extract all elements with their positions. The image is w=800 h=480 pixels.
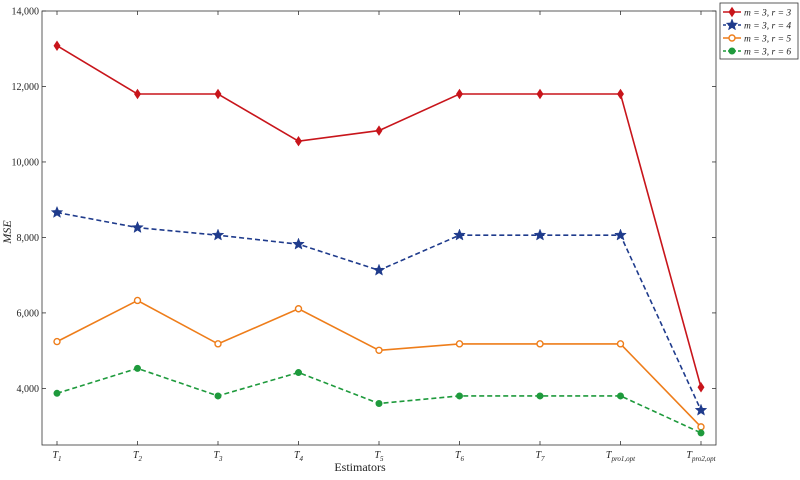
- data-point: [134, 88, 141, 100]
- data-point: [295, 369, 302, 377]
- data-point: [294, 305, 303, 313]
- x-axis-label: Estimators: [334, 460, 386, 474]
- x-tick-label: T5: [374, 450, 384, 463]
- series-line: [56, 211, 702, 411]
- data-point: [456, 392, 463, 400]
- data-point: [728, 47, 736, 55]
- data-point: [617, 88, 624, 100]
- x-tick-label: T4: [294, 450, 304, 463]
- data-point: [375, 399, 383, 407]
- data-point: [533, 228, 547, 241]
- y-tick-label: 4,000: [17, 384, 40, 395]
- legend-entry: m = 3, r = 3: [723, 6, 791, 19]
- x-tick-label: T7: [535, 450, 545, 463]
- x-tick-label: Tpro2,opt: [686, 450, 716, 463]
- data-point: [453, 228, 466, 241]
- legend-entry: m = 3, r = 6: [723, 47, 791, 58]
- y-tick-label: 6,000: [17, 308, 40, 319]
- data-point: [53, 337, 61, 346]
- legend: m = 3, r = 3 m = 3, r = 4 m = 3, r = 5 m = …: [719, 2, 799, 60]
- data-point: [728, 6, 736, 18]
- y-tick-label: 8,000: [17, 233, 40, 244]
- legend-label: m = 3, r = 4: [744, 22, 791, 32]
- y-tick-label: 10,000: [12, 157, 40, 168]
- x-tick-label: T1: [52, 450, 61, 463]
- legend-label: m = 3, r = 3: [744, 9, 791, 19]
- data-point: [292, 237, 305, 250]
- x-tick-label: T3: [213, 450, 223, 463]
- series-layer: [50, 40, 708, 437]
- data-point: [214, 88, 222, 100]
- x-tick-label: Tpro1,opt: [606, 450, 636, 463]
- data-point: [53, 389, 61, 397]
- data-point: [694, 403, 708, 416]
- legend-label: m = 3, r = 5: [744, 35, 791, 45]
- x-tick-label: T2: [133, 450, 143, 463]
- y-tick-label: 12,000: [12, 82, 40, 93]
- series-1: [53, 40, 705, 393]
- legend-label: m = 3, r = 6: [744, 48, 791, 58]
- data-point: [134, 364, 141, 372]
- data-point: [697, 423, 705, 431]
- data-point: [375, 346, 383, 354]
- plot-frame: [41, 10, 717, 446]
- legend-entry: m = 3, r = 4: [723, 18, 791, 32]
- y-tick-label: 14,000: [12, 7, 40, 18]
- series-line: [56, 299, 702, 428]
- data-point: [536, 88, 544, 100]
- data-point: [456, 88, 463, 100]
- axes: 4,000 6,000 8,000 10,000 12,000 14,000 T1 T2 T3 T…: [12, 7, 717, 464]
- data-point: [295, 135, 302, 147]
- data-point: [131, 220, 144, 234]
- data-point: [214, 340, 222, 348]
- series-line: [56, 45, 702, 388]
- data-point: [614, 228, 627, 241]
- data-point: [133, 296, 142, 305]
- legend-entry: m = 3, r = 5: [723, 34, 791, 45]
- data-point: [50, 205, 64, 218]
- data-point: [536, 340, 544, 348]
- data-point: [697, 382, 705, 393]
- y-axis-label: MSE: [0, 220, 14, 245]
- data-point: [214, 392, 222, 400]
- data-point: [375, 125, 383, 136]
- data-point: [697, 429, 705, 437]
- series-2: [50, 205, 708, 416]
- series-4: [53, 364, 705, 437]
- data-point: [617, 392, 624, 400]
- data-point: [211, 228, 225, 241]
- data-point: [728, 34, 736, 42]
- data-point: [372, 263, 386, 276]
- series-3: [53, 296, 705, 431]
- data-point: [53, 40, 61, 51]
- data-point: [536, 392, 544, 400]
- data-point: [616, 340, 625, 348]
- data-point: [725, 18, 739, 31]
- x-tick-label: T6: [455, 450, 465, 463]
- data-point: [455, 340, 464, 348]
